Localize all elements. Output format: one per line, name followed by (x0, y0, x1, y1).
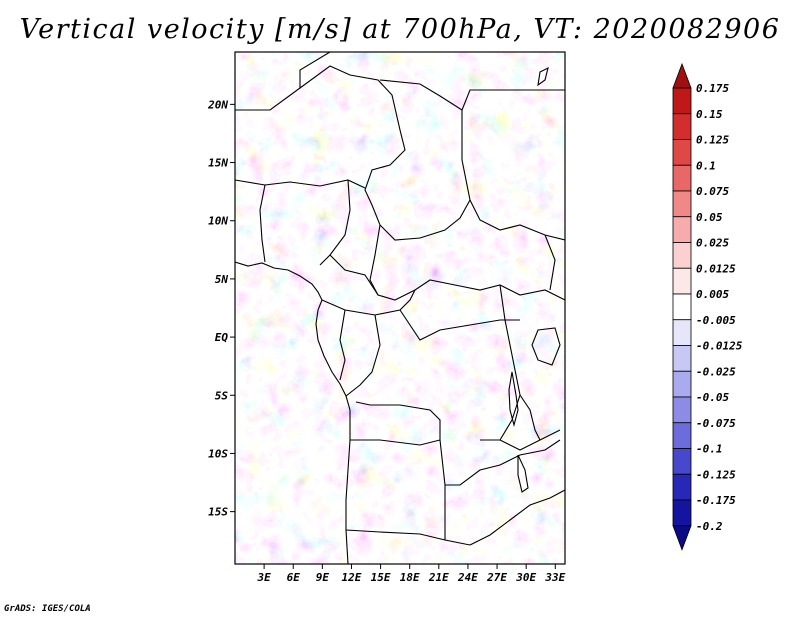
lat-tick-label: EQ (215, 331, 229, 344)
colorbar-label: 0.175 (696, 82, 729, 95)
colorbar-swatch (672, 422, 692, 449)
lat-tick-label: 15S (208, 506, 228, 519)
colorbar-label: -0.125 (696, 468, 736, 481)
colorbar-swatch (672, 499, 692, 527)
lat-tick-label: 10S (208, 447, 228, 460)
colorbar-label: 0.025 (696, 237, 729, 250)
colorbar-swatch (672, 216, 692, 243)
colorbar-label: 0.0125 (696, 262, 736, 275)
longitude-axis: 3E 6E 9E 12E 15E 18E 21E 24E 27E 30E 33E (256, 564, 566, 584)
colorbar-label: 0.005 (696, 288, 729, 301)
colorbar-swatch (672, 319, 692, 346)
lat-tick-label: 10N (208, 215, 228, 228)
colorbar-swatch (672, 448, 692, 475)
lon-tick-label: 12E (342, 571, 362, 584)
lon-tick-label: 15E (371, 571, 391, 584)
colorbar-label: -0.005 (696, 314, 736, 327)
colorbar-label: -0.1 (696, 443, 723, 456)
lat-tick-label: 20N (207, 98, 228, 111)
colorbar-label: 0.075 (696, 185, 729, 198)
colorbar-swatch (672, 370, 692, 398)
lon-tick-label: 9E (316, 571, 330, 584)
colorbar-swatch (672, 164, 692, 192)
colorbar-swatch (672, 113, 692, 140)
colorbar-label: -0.2 (696, 520, 723, 533)
colorbar-swatch (672, 267, 692, 295)
lat-tick-label: 5S (215, 389, 229, 402)
colorbar-swatch (672, 345, 692, 372)
lon-tick-label: 33E (544, 571, 565, 584)
lat-tick-label: 5N (215, 273, 229, 286)
plot-frame (234, 51, 566, 565)
colorbar-swatch (672, 87, 692, 115)
lon-tick-label: 24E (457, 571, 478, 584)
colorbar-label: -0.025 (696, 365, 736, 378)
map-title: Vertical velocity [m/s] at 700hPa, VT: 2… (19, 14, 781, 45)
lon-tick-label: 3E (256, 571, 271, 584)
lon-tick-label: 30E (515, 571, 536, 584)
colorbar-swatch (672, 242, 692, 269)
colorbar-swatch (672, 190, 692, 218)
vertical-velocity-field (235, 52, 565, 564)
colorbar-swatch (672, 396, 692, 424)
colorbar-label: 0.125 (696, 134, 729, 147)
colorbar-label: 0.15 (696, 108, 723, 121)
colorbar-min-arrow (672, 525, 692, 551)
colorbar: 0.175 0.15 0.125 0.1 0.075 0.05 0.025 0.0125 0.0… (672, 62, 743, 551)
lon-tick-label: 27E (486, 571, 507, 584)
colorbar-label: -0.175 (696, 494, 736, 507)
latitude-axis: 20N 15N 10N 5N EQ 5S 10S 15S (207, 98, 235, 519)
country-borders (235, 52, 565, 564)
colorbar-swatch (672, 293, 692, 321)
lon-tick-label: 6E (287, 571, 301, 584)
colorbar-label: 0.1 (696, 159, 716, 172)
lon-tick-label: 18E (400, 571, 420, 584)
colorbar-label: -0.075 (696, 417, 736, 430)
colorbar-swatch (672, 473, 692, 501)
colorbar-label: -0.0125 (696, 340, 743, 353)
colorbar-label: 0.05 (696, 211, 723, 224)
lon-tick-label: 21E (428, 571, 449, 584)
colorbar-label: -0.05 (696, 391, 729, 404)
colorbar-max-arrow (672, 62, 692, 89)
grads-credit: GrADS: IGES/COLA (4, 604, 91, 614)
lat-tick-label: 15N (208, 157, 228, 170)
colorbar-swatch (672, 139, 692, 166)
